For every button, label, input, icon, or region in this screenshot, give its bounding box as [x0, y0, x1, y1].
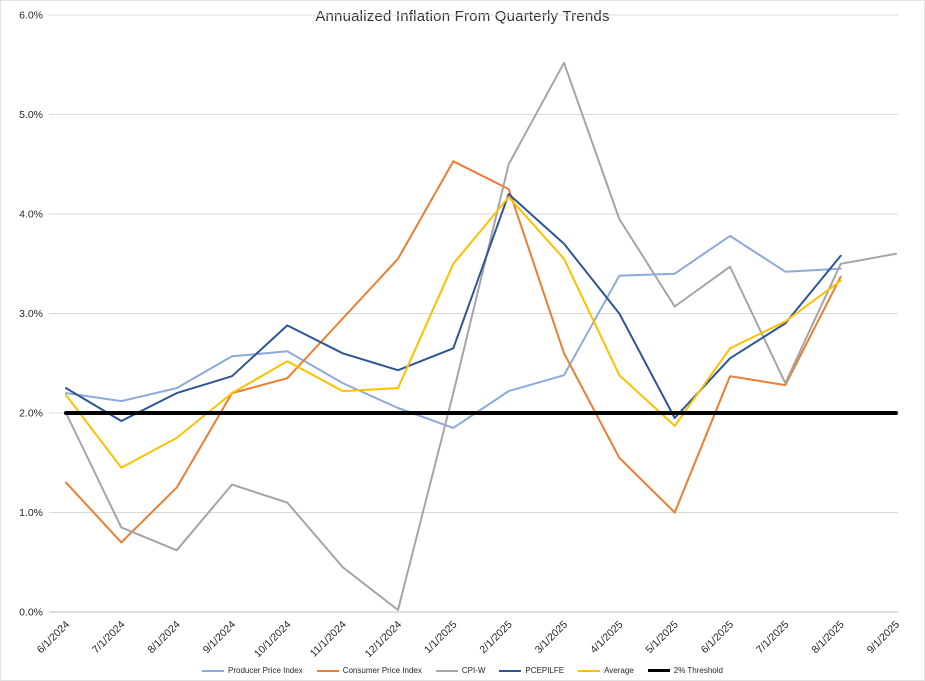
y-axis-tick-label: 1.0%	[19, 507, 43, 519]
series-line-cpi-w	[65, 61, 897, 611]
legend-label: Consumer Price Index	[342, 666, 422, 675]
x-axis-tick-label: 9/1/2024	[201, 619, 238, 656]
legend-item-consumer-price-index: Consumer Price Index	[316, 666, 422, 675]
x-axis-tick-label: 3/1/2025	[533, 619, 570, 656]
x-axis-tick-label: 8/1/2025	[809, 619, 846, 656]
x-axis-tick-label: 7/1/2025	[754, 619, 791, 656]
legend-label: PCEPILFE	[525, 666, 565, 675]
legend-label: Average	[604, 666, 634, 675]
legend-line-swatch	[647, 669, 670, 672]
y-axis-tick-label: 5.0%	[19, 109, 43, 121]
legend-line-swatch	[578, 669, 601, 672]
chart-title: Annualized Inflation From Quarterly Tren…	[315, 8, 610, 25]
x-axis-tick-label: 7/1/2024	[90, 619, 127, 656]
series-line-pcepilfe	[65, 193, 842, 422]
x-axis-tick-label: 8/1/2024	[145, 619, 182, 656]
series-line-consumer-price-index	[65, 160, 842, 544]
legend-item-pcepilfe: PCEPILFE	[499, 666, 564, 675]
legend-line-swatch	[316, 669, 339, 672]
x-axis-tick-label: 12/1/2024	[363, 619, 405, 661]
y-axis-tick-label: 0.0%	[19, 607, 43, 619]
legend-line-swatch	[202, 669, 224, 672]
y-axis-tick-label: 6.0%	[19, 10, 43, 22]
series-line-average	[65, 196, 842, 469]
legend-label: Producer Price Index	[228, 666, 303, 675]
legend-label: 2% Threshold	[673, 666, 723, 675]
y-axis-tick-label: 3.0%	[19, 308, 43, 320]
x-axis-tick-label: 5/1/2025	[643, 619, 680, 656]
x-axis-tick-label: 6/1/2025	[699, 619, 736, 656]
legend-label: CPI-W	[461, 666, 486, 675]
legend-item-average: Average	[578, 666, 634, 675]
legend-line-swatch	[435, 669, 458, 672]
x-axis-tick-label: 6/1/2024	[35, 619, 72, 656]
x-axis-tick-label: 2/1/2025	[477, 619, 514, 656]
x-axis-tick-label: 4/1/2025	[588, 619, 625, 656]
legend-item-2-percent-threshold: 2% Threshold	[647, 666, 723, 675]
x-axis-tick-label: 1/1/2025	[422, 619, 459, 656]
chart-legend: Producer Price Index Consumer Price Inde…	[1, 666, 924, 675]
x-axis-tick-label: 11/1/2024	[308, 619, 349, 660]
y-axis-tick-label: 4.0%	[19, 209, 43, 221]
legend-item-cpi-w: CPI-W	[435, 666, 486, 675]
y-axis-tick-label: 2.0%	[19, 408, 43, 420]
x-axis-tick-label: 10/1/2024	[252, 619, 294, 661]
legend-item-producer-price-index: Producer Price Index	[202, 666, 303, 675]
legend-line-swatch	[499, 669, 522, 672]
series-line-producer-price-index	[65, 234, 842, 429]
x-axis-tick-label: 9/1/2025	[865, 619, 902, 656]
